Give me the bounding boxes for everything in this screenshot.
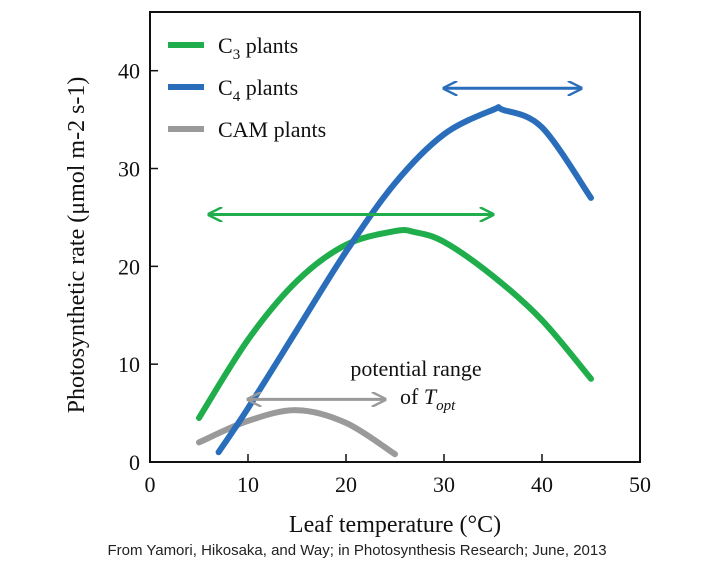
y-tick-label: 0 (129, 450, 140, 475)
series-line-c4-plants (215, 104, 594, 456)
x-tick-label: 40 (531, 472, 553, 497)
plot-frame (149, 11, 641, 463)
legend-label-c3-plants: C3 plants (218, 33, 298, 63)
legend-label-cam-plants: CAM plants (218, 117, 326, 142)
legend-label-c4-plants: C4 plants (218, 75, 298, 105)
annotation-line-2: of Topt (400, 384, 456, 414)
y-tick-label: 40 (118, 59, 140, 84)
y-axis-title: Photosynthetic rate (μmol m-2 s-1) (64, 77, 90, 414)
y-tick-label: 20 (118, 254, 140, 279)
x-tick-label: 20 (335, 472, 357, 497)
x-tick-label: 50 (629, 472, 651, 497)
source-credit: From Yamori, Hikosaka, and Way; in Photo… (107, 542, 607, 559)
annotation-line-1: potential range (350, 356, 481, 381)
series-line-cam-plants (196, 407, 398, 458)
x-tick-label: 10 (237, 472, 259, 497)
x-tick-label: 0 (145, 472, 156, 497)
x-tick-label: 30 (433, 472, 455, 497)
y-tick-label: 30 (118, 157, 140, 182)
series-line-c3-plants (196, 227, 594, 421)
y-tick-label: 10 (118, 352, 140, 377)
x-axis-title: Leaf temperature (°C) (289, 512, 501, 538)
